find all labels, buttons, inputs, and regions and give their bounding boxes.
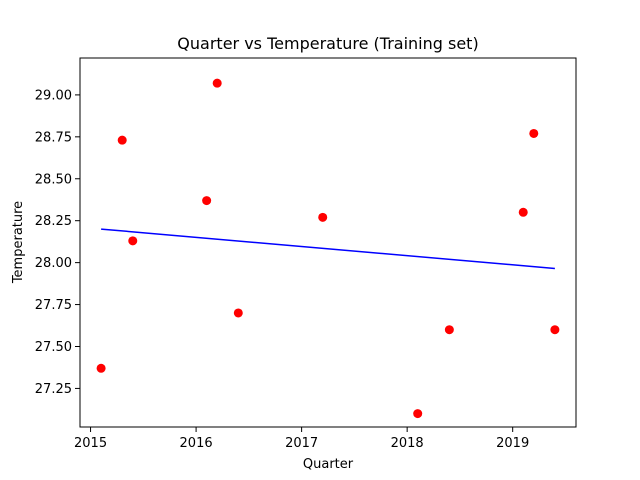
y-tick-label: 27.75: [35, 298, 72, 313]
scatter-point: [444, 325, 454, 335]
x-tick-label: 2016: [180, 436, 213, 451]
y-axis: 27.25 27.50 27.75 28.00 28.25 28.50 28.75 29.00: [35, 88, 80, 397]
scatter-point: [318, 212, 328, 222]
y-tick-label: 28.50: [35, 172, 72, 187]
scatter-point: [202, 196, 212, 206]
y-tick-label: 28.00: [35, 256, 72, 271]
scatter-point: [117, 135, 127, 145]
scatter-point: [550, 325, 560, 335]
chart-title: Quarter vs Temperature (Training set): [177, 34, 478, 53]
scatter-point: [233, 308, 243, 318]
scatter-point: [518, 207, 528, 217]
plot-area: [80, 58, 576, 427]
x-axis-label: Quarter: [303, 457, 354, 472]
plot-frame: [79, 57, 577, 428]
scatter-point: [128, 236, 138, 246]
x-tick-label: 2019: [496, 436, 529, 451]
chart-marks: [96, 78, 560, 419]
scatter-point: [529, 128, 539, 138]
y-tick-label: 28.75: [35, 130, 72, 145]
x-tick-label: 2017: [285, 436, 318, 451]
y-tick-label: 29.00: [35, 88, 72, 103]
x-tick-label: 2018: [391, 436, 424, 451]
y-axis-label: Temperature: [11, 201, 26, 284]
x-tick-label: 2015: [74, 436, 107, 451]
scatter-point: [212, 78, 222, 88]
x-axis: 2015 2016 2017 2018 2019: [74, 427, 529, 451]
scatter-point: [413, 409, 423, 419]
y-tick-label: 28.25: [35, 214, 72, 229]
y-tick-label: 27.25: [35, 382, 72, 397]
regression-line: [101, 228, 555, 270]
y-tick-label: 27.50: [35, 340, 72, 355]
scatter-point: [96, 363, 106, 373]
